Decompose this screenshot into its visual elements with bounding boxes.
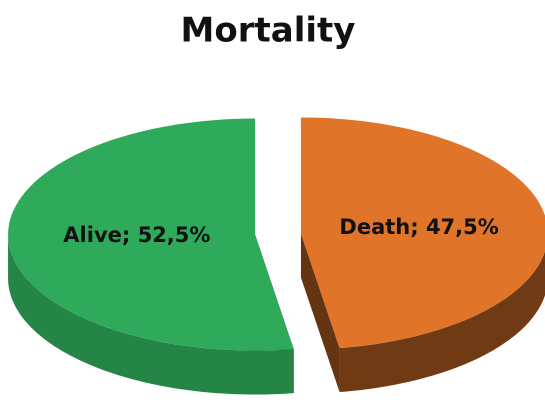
chart-title: Mortality: [181, 11, 356, 51]
slice-side: [8, 234, 294, 395]
data-label: Death; 47,5%: [339, 215, 498, 239]
slice: [300, 117, 545, 349]
slice-side: [339, 251, 545, 393]
data-label: Alive; 52,5%: [63, 223, 210, 247]
slice: [8, 118, 294, 351]
slice-side: [300, 233, 340, 393]
